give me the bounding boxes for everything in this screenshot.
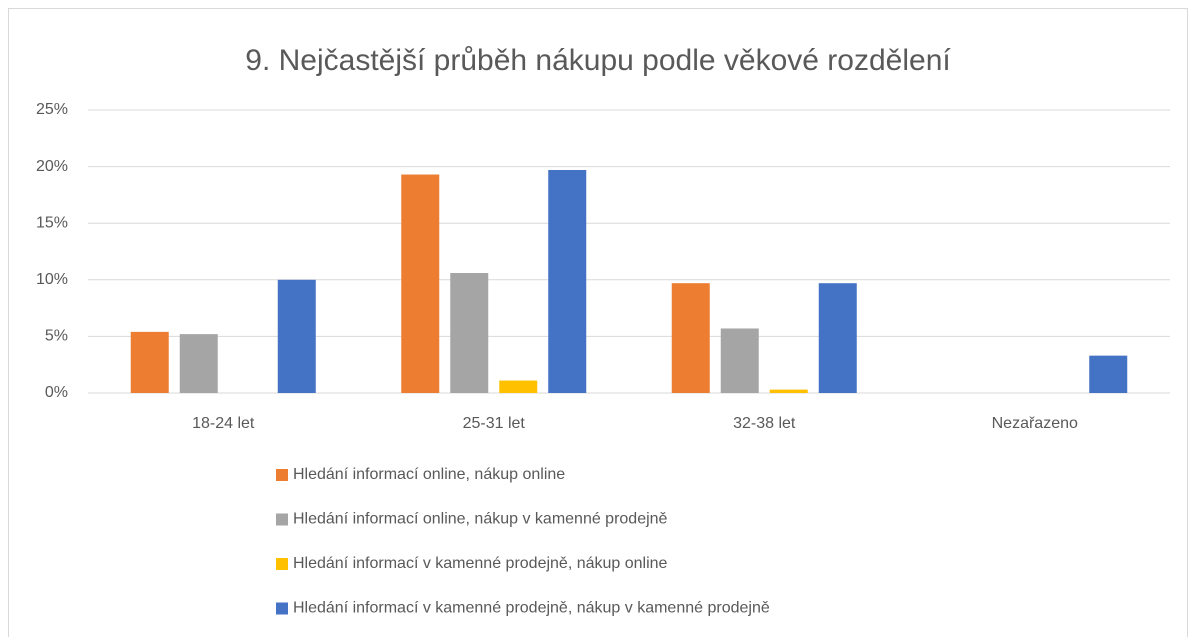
legend-label: Hledání informací v kamenné prodejně, ná… <box>293 600 770 617</box>
bar <box>720 328 759 393</box>
legend-swatch <box>276 558 288 570</box>
x-tick-label: 32-38 let <box>733 415 796 432</box>
y-tick-label: 5% <box>45 328 68 345</box>
bar <box>130 331 169 393</box>
legend-label: Hledání informací online, nákup v kamenn… <box>293 511 668 528</box>
bar <box>401 174 440 393</box>
legend-swatch <box>276 513 288 526</box>
x-tick-label: 18-24 let <box>192 415 255 432</box>
bar <box>499 380 538 393</box>
bar <box>818 283 857 393</box>
bar <box>548 169 587 393</box>
y-tick-label: 25% <box>36 101 68 118</box>
y-tick-label: 10% <box>36 271 68 288</box>
legend-label: Hledání informací online, nákup online <box>293 466 565 483</box>
bar <box>277 279 316 393</box>
x-tick-label: 25-31 let <box>463 415 526 432</box>
bar <box>671 283 710 393</box>
bar <box>450 273 489 393</box>
legend-swatch <box>276 602 288 615</box>
chart-border <box>8 8 1188 637</box>
bar <box>769 389 808 393</box>
y-tick-label: 0% <box>45 384 68 401</box>
y-tick-label: 20% <box>36 158 68 175</box>
legend-swatch <box>276 469 288 481</box>
chart-title: 9. Nejčastější průběh nákupu podle věkov… <box>245 44 951 77</box>
bar <box>1089 355 1128 393</box>
y-tick-label: 15% <box>36 214 68 231</box>
x-tick-label: Nezařazeno <box>992 415 1078 432</box>
legend-label: Hledání informací v kamenné prodejně, ná… <box>293 555 668 572</box>
bar <box>179 334 218 393</box>
